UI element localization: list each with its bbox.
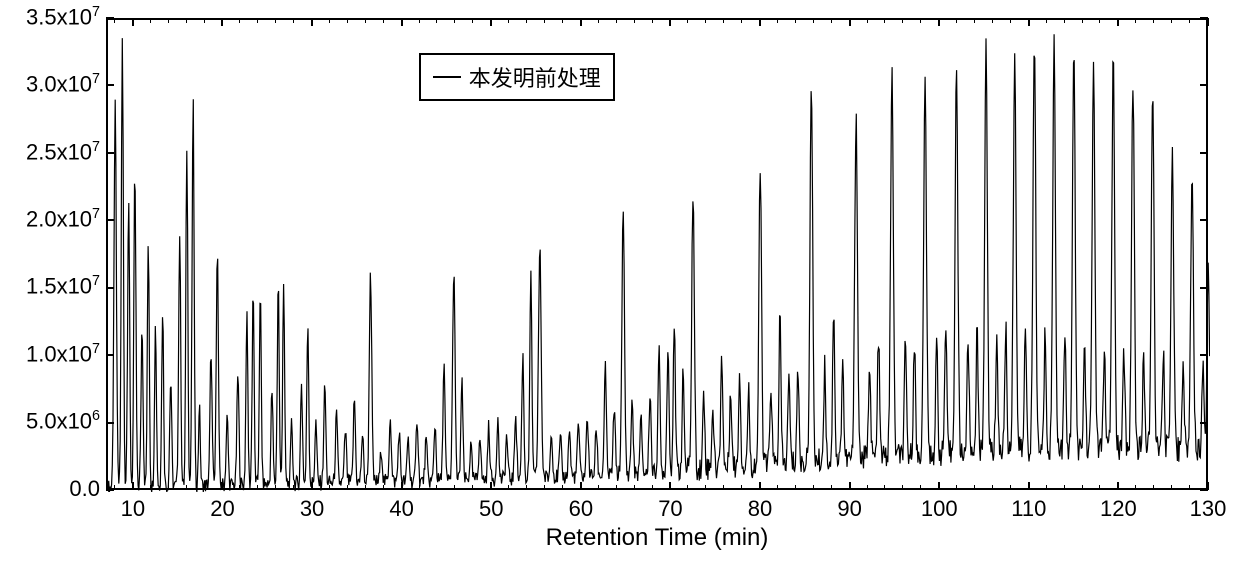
x-tick-label: 40 xyxy=(389,496,413,522)
x-tick-label: 130 xyxy=(1190,496,1227,522)
y-tick-label: 2.0x107 xyxy=(26,206,100,232)
x-tick-label: 10 xyxy=(121,496,145,522)
y-tick-label: 3.5x107 xyxy=(26,4,100,30)
x-tick-label: 60 xyxy=(569,496,593,522)
chromatogram-chart: 本发明前处理 0.0 5.0x106 1.0x107 1.5x107 2.0x107 2.… xyxy=(0,0,1240,562)
legend: 本发明前处理 xyxy=(419,53,615,101)
x-tick-label: 20 xyxy=(210,496,234,522)
y-tick-label: 1.5x107 xyxy=(26,273,100,299)
chromatogram-line xyxy=(108,20,1210,492)
x-tick-label: 110 xyxy=(1011,496,1046,522)
legend-label: 本发明前处理 xyxy=(469,61,601,93)
y-tick-label: 3.0x107 xyxy=(26,71,100,97)
x-tick-label: 70 xyxy=(658,496,682,522)
x-axis-label: Retention Time (min) xyxy=(546,524,769,552)
x-tick-label: 30 xyxy=(300,496,324,522)
x-tick-label: 80 xyxy=(748,496,772,522)
x-tick-label: 90 xyxy=(837,496,861,522)
y-tick-label: 1.0x107 xyxy=(26,341,100,367)
y-tick-label: 0.0 xyxy=(69,476,100,502)
y-tick-label: 5.0x106 xyxy=(26,408,100,434)
x-tick-label: 100 xyxy=(921,496,958,522)
plot-area: 本发明前处理 xyxy=(106,18,1208,490)
x-tick-label: 50 xyxy=(479,496,503,522)
x-tick-label: 120 xyxy=(1100,496,1137,522)
y-tick-label: 2.5x107 xyxy=(26,139,100,165)
legend-line-sample xyxy=(433,76,461,78)
